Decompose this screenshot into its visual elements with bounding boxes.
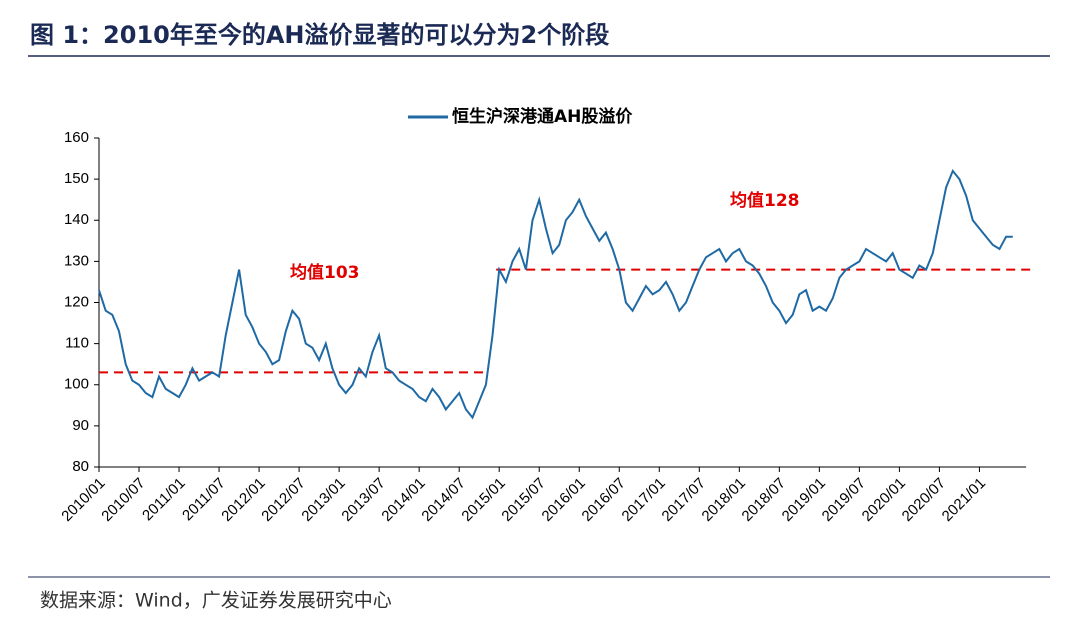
y-tick-label: 80	[72, 458, 89, 475]
x-tick-label: 2016/01	[539, 475, 589, 525]
x-tick-label: 2012/01	[218, 475, 268, 525]
x-tick-label: 2013/07	[338, 475, 388, 525]
x-tick-label: 2016/07	[579, 475, 629, 525]
mean-label: 均值103	[290, 262, 360, 283]
y-tick-label: 120	[64, 293, 89, 310]
legend-label: 恒生沪深港通AH股溢价	[452, 106, 633, 127]
x-tick-label: 2018/01	[699, 475, 749, 525]
y-tick-label: 110	[65, 335, 89, 352]
x-tick-label: 2019/07	[819, 475, 869, 525]
series-line	[98, 168, 1013, 420]
x-tick-label: 2021/01	[939, 475, 989, 525]
mean-label: 均值128	[730, 190, 800, 211]
y-tick-label: 100	[64, 376, 89, 393]
x-tick-label: 2010/01	[58, 475, 108, 525]
x-tick-label: 2015/07	[498, 475, 548, 525]
x-tick-label: 2011/01	[139, 475, 189, 525]
y-tick-label: 90	[72, 417, 89, 434]
y-tick-label: 130	[64, 252, 89, 269]
x-tick-label: 2019/01	[779, 475, 829, 525]
y-tick-label: 150	[64, 170, 89, 187]
y-tick-label: 140	[64, 211, 89, 228]
x-tick-label: 2017/07	[659, 475, 709, 525]
x-tick-label: 2015/01	[458, 475, 508, 525]
x-tick-label: 2010/07	[98, 475, 148, 525]
y-tick-label: 160	[64, 129, 89, 146]
x-tick-label: 2017/01	[619, 475, 669, 525]
x-tick-label: 2013/01	[298, 475, 348, 525]
x-tick-label: 2018/07	[739, 475, 789, 525]
x-tick-label: 2020/01	[859, 475, 909, 525]
x-tick-label: 2012/07	[258, 475, 308, 525]
source: 数据来源：Wind，广发证券发展研究中心	[40, 590, 392, 612]
chart-title: 图 1：2010年至今的AH溢价显著的可以分为2个阶段	[30, 21, 609, 49]
x-tick-label: 2014/07	[418, 475, 468, 525]
x-tick-label: 2020/07	[899, 475, 949, 525]
x-tick-label: 2014/01	[378, 475, 428, 525]
